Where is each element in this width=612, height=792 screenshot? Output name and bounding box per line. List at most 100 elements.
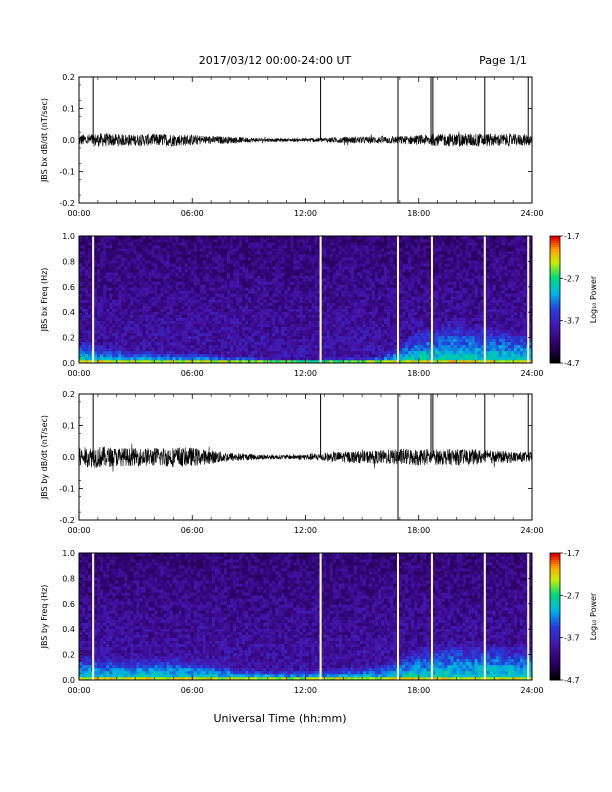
spectrogram-cell [79, 278, 83, 282]
spectrogram-cell [311, 287, 315, 291]
spectrogram-cell [178, 347, 182, 352]
spectrogram-cell [266, 302, 270, 306]
spectrogram-cell [338, 269, 343, 273]
spectrogram-cell [85, 284, 89, 288]
spectrogram-cell [266, 320, 270, 324]
spectrogram-cell [157, 299, 161, 303]
spectrogram-cell [211, 359, 216, 364]
spectrogram-cell [275, 266, 279, 270]
spectrogram-cell [302, 341, 306, 346]
spectrogram-cell [199, 359, 204, 364]
spectrogram-cell [166, 341, 170, 346]
spectrogram-cell [296, 245, 300, 249]
spectrogram-cell [290, 323, 294, 328]
spectrogram-cell [399, 299, 403, 303]
spectrogram-cell [133, 272, 137, 276]
spectrogram-cell [217, 236, 222, 240]
spectrogram-cell [296, 344, 300, 349]
spectrogram-cell [344, 323, 349, 328]
spectrogram-cell [402, 335, 406, 340]
spectrogram-cell [408, 353, 412, 358]
spectrogram-cell [411, 299, 415, 303]
spectrogram-cell [169, 317, 173, 321]
spectrogram-cell [332, 317, 336, 321]
spectrogram-cell [124, 317, 128, 321]
spectrogram-cell [374, 278, 379, 282]
spectrogram-cell [281, 353, 285, 358]
x-tick-label: 06:00 [181, 209, 204, 218]
spectrogram-cell [115, 299, 119, 303]
spectrogram-cell [172, 326, 176, 331]
spectrogram-cell [290, 275, 294, 279]
spectrogram-cell [293, 344, 297, 349]
spectrogram-cell [97, 287, 101, 291]
spectrogram-cell [82, 350, 86, 355]
spectrogram-cell [257, 314, 261, 318]
spectrogram-cell [245, 338, 249, 343]
spectrogram-cell [365, 350, 370, 355]
spectrogram-cell [82, 290, 86, 294]
spectrogram-cell [82, 293, 86, 297]
spectrogram-cell [263, 260, 267, 264]
spectrogram-cell [332, 341, 336, 346]
spectrogram-cell [233, 347, 237, 352]
spectrogram-cell [405, 272, 409, 276]
spectrogram-cell [260, 338, 264, 343]
x-tick-label: 00:00 [67, 209, 90, 218]
spectrogram-cell [226, 332, 231, 337]
spectrogram-cell [157, 272, 161, 276]
spectrogram-cell [399, 287, 403, 291]
spectrogram-cell [199, 245, 204, 249]
spectrogram-cell [341, 248, 346, 252]
spectrogram-cell [408, 347, 412, 352]
spectrogram-cell [414, 242, 418, 246]
spectrogram-cell [175, 272, 179, 276]
spectrogram-cell [411, 326, 415, 331]
spectrogram-cell [106, 356, 110, 361]
spectrogram-cell [323, 320, 327, 324]
spectrogram-cell [230, 269, 234, 273]
spectrogram-cell [260, 350, 264, 355]
spectrogram-cell [239, 314, 243, 318]
spectrogram-cell [88, 263, 92, 267]
spectrogram-cell [293, 257, 297, 261]
spectrogram-cell [100, 248, 104, 252]
spectrogram-cell [217, 329, 222, 334]
spectrogram-cell [405, 287, 409, 291]
spectrogram-cell [293, 266, 297, 270]
spectrogram-cell [359, 245, 364, 249]
spectrogram-cell [359, 266, 364, 270]
spectrogram-cell [317, 332, 321, 337]
spectrogram-cell [408, 299, 412, 303]
spectrogram-cell [124, 311, 128, 315]
spectrogram-cell [278, 275, 282, 279]
spectrogram-cell [408, 359, 412, 364]
spectrogram-cell [178, 242, 182, 246]
spectrogram-cell [260, 317, 264, 321]
spectrogram-cell [202, 344, 207, 349]
spectrogram-cell [320, 263, 324, 267]
spectrogram-cell [399, 272, 403, 276]
spectrogram-cell [371, 344, 376, 349]
spectrogram-cell [178, 299, 182, 303]
spectrogram-cell [323, 359, 327, 364]
spectrogram-cell [390, 296, 394, 300]
spectrogram-cell [311, 260, 315, 264]
spectrogram-cell [302, 239, 306, 243]
spectrogram-cell [226, 326, 231, 331]
spectrogram-cell [290, 341, 294, 346]
spectrogram-cell [320, 350, 324, 355]
spectrogram-cell [381, 338, 385, 343]
spectrogram-cell [166, 356, 170, 361]
spectrogram-cell [127, 341, 131, 346]
spectrogram-cell [166, 347, 170, 352]
spectrogram-cell [248, 248, 252, 252]
spectrogram-cell [94, 245, 98, 249]
spectrogram-cell [109, 353, 113, 358]
spectrogram-cell [393, 239, 397, 243]
spectrogram-cell [350, 356, 355, 361]
spectrogram-cell [347, 326, 352, 331]
spectrogram-cell [142, 266, 146, 270]
spectrogram-cell [381, 293, 385, 297]
spectrogram-cell [115, 242, 119, 246]
